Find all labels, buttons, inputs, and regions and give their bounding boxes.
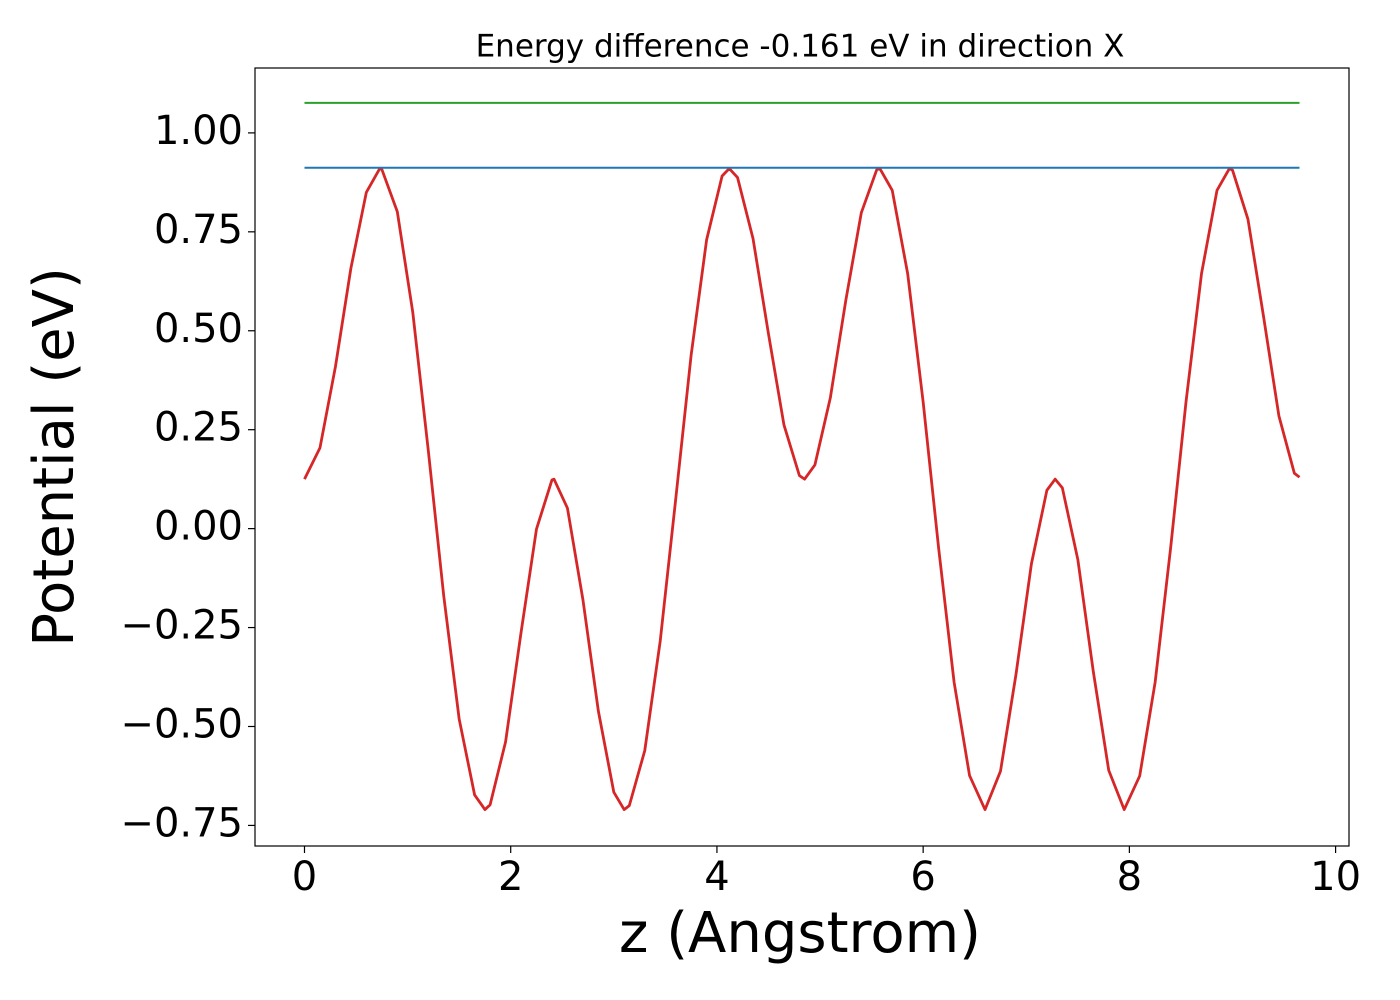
y-axis-label: Potential (eV) (22, 267, 87, 647)
x-tick-label: 6 (910, 854, 935, 900)
x-tick-label: 8 (1117, 854, 1142, 900)
y-tick-label: 1.00 (154, 108, 243, 154)
y-tick-label: 0.50 (154, 306, 243, 352)
x-axis-label: z (Angstrom) (619, 901, 981, 966)
y-tick-label: −0.25 (120, 603, 243, 649)
y-tick-label: −0.75 (120, 800, 243, 846)
x-tick-label: 4 (704, 854, 729, 900)
plot-frame (254, 67, 1350, 847)
x-tick-label: 2 (498, 854, 523, 900)
y-tick-label: 0.25 (154, 405, 243, 451)
y-tick-label: −0.50 (120, 701, 243, 747)
chart-title: Energy difference -0.161 eV in direction… (476, 29, 1125, 65)
y-tick-label: 0.00 (154, 504, 243, 550)
x-tick-label: 0 (292, 854, 317, 900)
y-tick-label: 0.75 (154, 207, 243, 253)
x-tick-label: 10 (1310, 854, 1361, 900)
series-line (303, 167, 1301, 811)
